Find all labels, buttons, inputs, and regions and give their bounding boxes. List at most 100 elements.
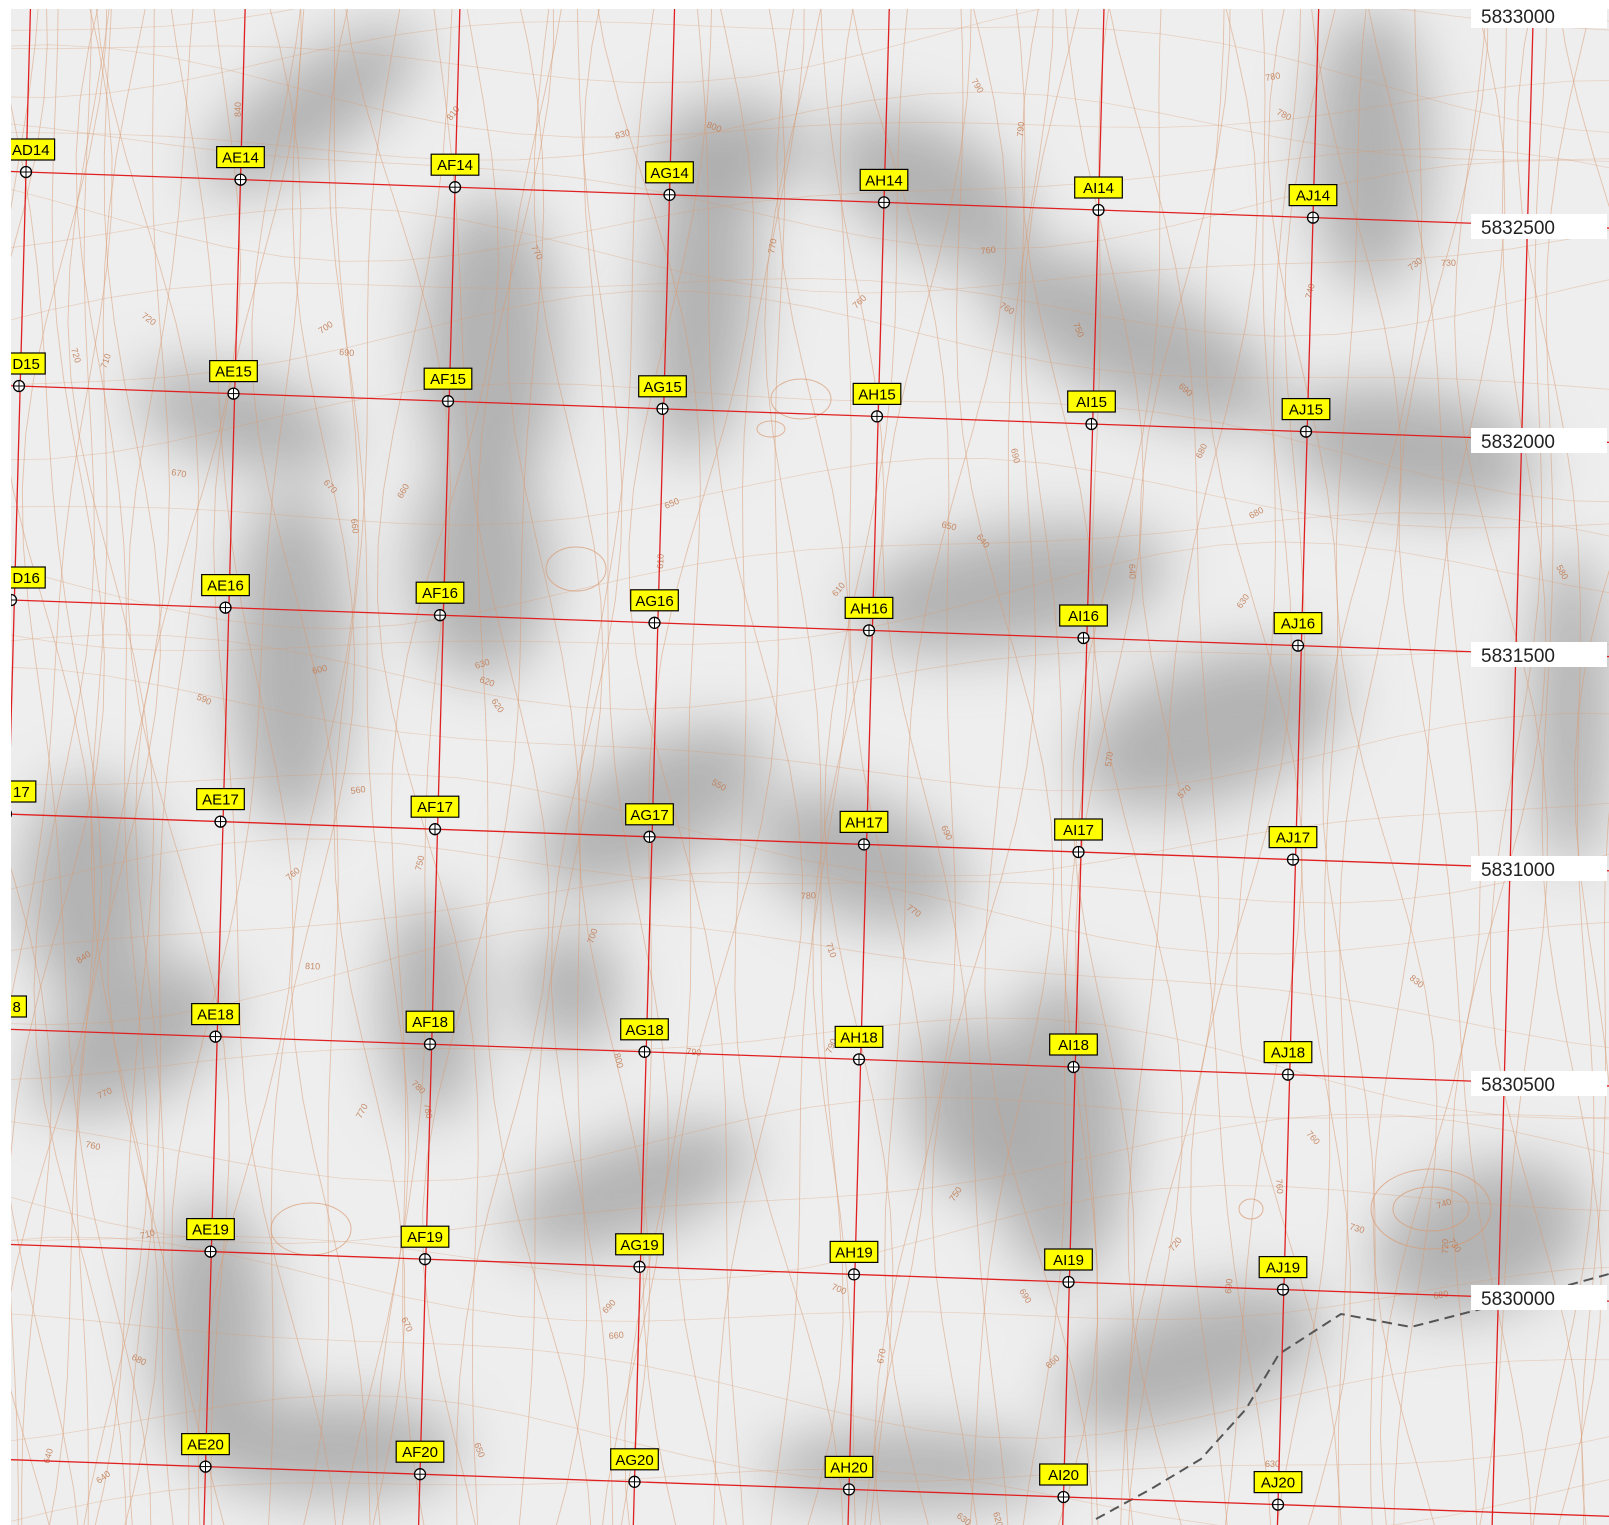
grid-point-label[interactable]: AE20 [181,1432,230,1456]
grid-point-label[interactable]: AI14 [1074,176,1123,199]
grid-point-label[interactable]: AJ15 [1281,398,1331,421]
grid-point-label[interactable]: AJ20 [1253,1470,1303,1494]
grid-point-label[interactable]: AD14 [11,138,56,161]
grid-point-label[interactable]: AJ19 [1258,1255,1308,1279]
grid-point-marker[interactable] [1291,639,1305,652]
grid-point-label[interactable]: AG20 [610,1448,659,1471]
grid-point-marker[interactable] [643,830,656,843]
grid-point-label[interactable]: AE18 [191,1002,240,1026]
grid-point-marker[interactable] [214,815,227,828]
grid-point-marker[interactable] [633,1260,646,1273]
grid-point-marker[interactable] [1306,211,1320,224]
grid-point-marker[interactable] [1085,417,1098,431]
grid-point-marker[interactable] [1286,853,1300,866]
grid-point-label[interactable]: 17 [11,780,37,803]
grid-point-label[interactable]: AH14 [859,168,909,191]
grid-point-marker[interactable] [847,1268,861,1281]
grid-point-marker[interactable] [19,165,33,179]
grid-point-marker[interactable] [219,601,232,614]
grid-points[interactable] [11,165,1320,1511]
grid-point-marker[interactable] [433,609,447,622]
grid-point-marker[interactable] [842,1483,856,1496]
grid-point-marker[interactable] [11,593,18,607]
grid-point-label[interactable]: AJ17 [1268,825,1318,849]
grid-point-marker[interactable] [234,173,247,186]
grid-point-label[interactable]: AJ16 [1273,611,1323,635]
grid-line-row [11,170,1609,229]
grid-point-marker[interactable] [1092,203,1105,217]
grid-point-label[interactable]: AE16 [201,573,250,597]
grid-point-marker[interactable] [1067,1060,1080,1074]
grid-point-marker[interactable] [1271,1498,1285,1511]
grid-point-marker[interactable] [418,1253,432,1266]
grid-point-marker[interactable] [204,1245,217,1258]
grid-point-marker[interactable] [1299,425,1313,438]
grid-point-label[interactable]: AF14 [430,153,480,176]
grid-point-marker[interactable] [877,196,891,209]
grid-labels[interactable]: AD14 AE14 AF14 AG14 AH14 AI14 AJ14 D15 AE15 AF15 A… [11,138,1338,1494]
grid-point-marker[interactable] [1062,1275,1075,1289]
grid-point-marker[interactable] [448,181,462,194]
grid-point-marker[interactable] [656,402,669,415]
grid-point-label[interactable]: AF18 [405,1010,455,1033]
grid-point-marker[interactable] [12,379,26,393]
grid-point-label[interactable]: AF17 [410,795,460,818]
grid-point-label[interactable]: AG14 [645,161,694,184]
grid-point-marker[interactable] [199,1460,212,1473]
grid-point-label[interactable]: AG19 [615,1233,664,1256]
grid-point-marker[interactable] [1281,1068,1295,1081]
grid-point-label[interactable]: AI18 [1049,1033,1098,1056]
grid-point-marker[interactable] [1072,845,1085,859]
grid-point-marker[interactable] [852,1053,866,1066]
grid-point-label[interactable]: AF19 [400,1225,450,1248]
grid-point-label[interactable]: AH15 [852,382,902,405]
grid-point-marker[interactable] [209,1030,222,1043]
grid-point-label[interactable]: AH18 [834,1025,884,1049]
grid-point-label[interactable]: D16 [11,566,46,589]
grid-point-marker[interactable] [11,808,13,820]
grid-point-label[interactable]: AI16 [1059,604,1108,627]
grid-point-marker[interactable] [1276,1283,1290,1296]
grid-point-marker[interactable] [413,1468,427,1481]
grid-point-marker[interactable] [870,410,884,423]
topographic-map[interactable]: 8408108308007907907907807807707707607607… [11,9,1609,1525]
grid-point-marker[interactable] [628,1475,641,1488]
grid-point-marker[interactable] [638,1045,651,1058]
contour-line [11,667,1609,791]
grid-point-label[interactable]: AH20 [824,1455,874,1479]
grid-point-label[interactable]: D15 [11,352,46,375]
grid-point-label[interactable]: AH16 [844,596,894,620]
grid-point-label[interactable]: AE17 [196,787,245,811]
grid-point-label[interactable]: AE19 [186,1217,235,1241]
grid-point-label[interactable]: AI19 [1044,1248,1093,1271]
grid-point-label[interactable]: AG18 [620,1018,669,1041]
grid-point-marker[interactable] [441,395,455,408]
grid-point-label[interactable]: AF16 [415,581,465,604]
grid-point-label[interactable]: AF15 [423,367,473,390]
grid-point-label[interactable]: AH19 [829,1240,879,1264]
grid-point-marker[interactable] [663,188,676,201]
grid-point-label[interactable]: AJ18 [1263,1040,1313,1064]
grid-point-label[interactable]: AI17 [1054,818,1103,841]
grid-point-marker[interactable] [862,624,876,637]
grid-point-label[interactable]: AF20 [395,1440,445,1463]
grid-point-label[interactable]: AI15 [1067,390,1116,413]
grid-point-marker[interactable] [648,616,661,629]
grid-point-marker[interactable] [428,823,442,836]
grid-point-label[interactable]: AE15 [209,360,258,383]
grid-point-label[interactable]: AI20 [1039,1463,1088,1486]
grid-point-marker[interactable] [857,838,871,851]
grid-point-label[interactable]: AG15 [638,375,687,398]
map-canvas[interactable]: 8408108308007907907907807807707707607607… [11,9,1609,1525]
grid-point-label[interactable]: AG17 [625,803,674,826]
grid-point-marker[interactable] [227,387,240,400]
grid-point-marker[interactable] [423,1038,437,1051]
grid-point-label[interactable]: 8 [11,995,27,1018]
grid-point-label[interactable]: AH17 [839,810,889,834]
grid-point-marker[interactable] [1057,1490,1070,1504]
grid-point-label[interactable]: AE14 [216,146,265,169]
grid-point-label[interactable]: AJ14 [1288,184,1338,207]
grid-point-label[interactable]: AG16 [630,589,679,612]
contour-line [213,9,337,1525]
grid-point-marker[interactable] [1077,631,1090,645]
